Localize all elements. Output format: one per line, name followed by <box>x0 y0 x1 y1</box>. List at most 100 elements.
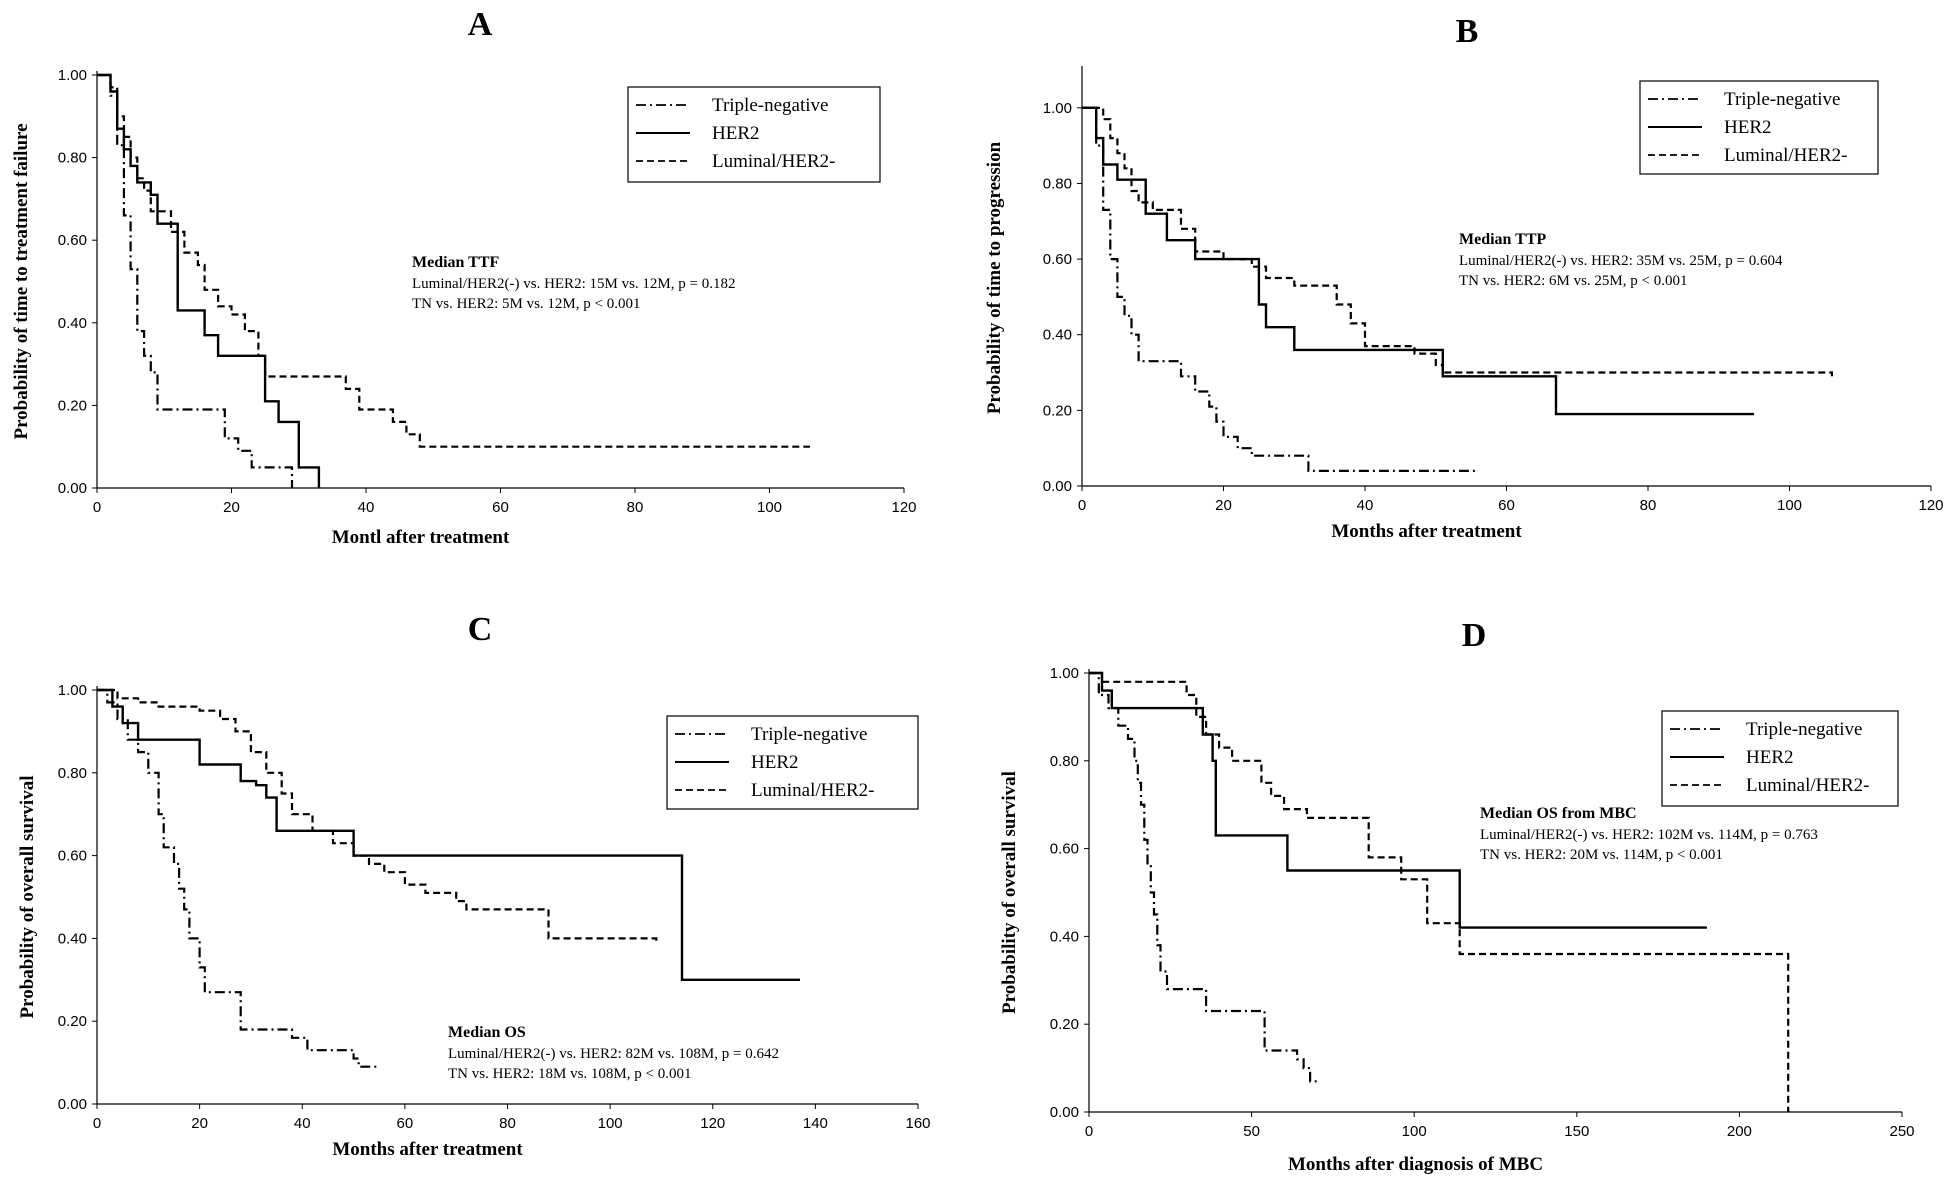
y-tick-label: 0.40 <box>1043 327 1072 344</box>
chart-panel-b: B 0.00 0.20 0.40 0.60 0.80 1.00 0 20 40 60 80 100 120… <box>984 13 1944 542</box>
legend-box <box>627 86 881 183</box>
panel-letter: C <box>468 611 493 648</box>
legend-entry: Luminal/HER2- <box>1746 775 1869 796</box>
legend-entry: HER2 <box>751 752 799 773</box>
x-tick-label: 0 <box>93 499 101 516</box>
series-line-luminal-her2 <box>1089 671 1790 1112</box>
y-tick-label: 1.00 <box>58 682 87 699</box>
series-line-luminal-her2 <box>97 688 658 943</box>
y-tick-label: 1.00 <box>1043 100 1072 117</box>
legend-entry: Luminal/HER2- <box>751 780 874 801</box>
legend-entry: Triple-negative <box>712 95 828 116</box>
y-tick-label: 0.60 <box>58 848 87 865</box>
x-tick-label: 60 <box>397 1115 414 1132</box>
annotation-line: Luminal/HER2(-) vs. HER2: 35M vs. 25M, p… <box>1459 253 1783 269</box>
chart-panel-d: D 0.00 0.20 0.40 0.60 0.80 1.00 0 50 100 150 200 250… <box>999 617 1915 1175</box>
legend-entry: HER2 <box>1746 747 1794 768</box>
y-tick-label: 0.20 <box>58 397 87 414</box>
annotation-line: TN vs. HER2: 18M vs. 108M, p < 0.001 <box>448 1066 691 1082</box>
series-line-triple-negative <box>97 688 380 1068</box>
series-line-luminal-her2 <box>1082 106 1833 377</box>
y-axis-title: Probability of overall survival <box>999 771 1020 1014</box>
annotation-line: TN vs. HER2: 6M vs. 25M, p < 0.001 <box>1459 273 1687 289</box>
panel-letter: D <box>1462 617 1487 654</box>
annotation-line: Luminal/HER2(-) vs. HER2: 82M vs. 108M, … <box>448 1046 779 1062</box>
x-tick-label: 80 <box>499 1115 516 1132</box>
y-tick-label: 0.00 <box>58 480 87 497</box>
x-tick-label: 120 <box>891 499 916 516</box>
x-tick-label: 100 <box>1402 1123 1427 1140</box>
y-tick-label: 0.80 <box>58 150 87 167</box>
x-axis-title: Montl after treatment <box>332 527 510 548</box>
legend-entry: Triple-negative <box>751 724 867 745</box>
x-tick-label: 0 <box>1085 1123 1093 1140</box>
x-tick-label: 140 <box>803 1115 828 1132</box>
annotation-line: TN vs. HER2: 5M vs. 12M, p < 0.001 <box>412 296 640 312</box>
x-tick-label: 60 <box>492 499 509 516</box>
x-tick-label: 60 <box>1498 497 1515 514</box>
y-tick-label: 0.20 <box>58 1013 87 1030</box>
y-tick-label: 0.60 <box>1050 841 1079 858</box>
x-axis-title: Months after treatment <box>1331 521 1522 542</box>
x-tick-label: 0 <box>1078 497 1086 514</box>
y-tick-label: 1.00 <box>1050 665 1079 682</box>
y-tick-label: 0.20 <box>1050 1016 1079 1033</box>
panel-letter: A <box>468 6 493 43</box>
x-tick-label: 50 <box>1243 1123 1260 1140</box>
legend-entry: Triple-negative <box>1746 719 1862 740</box>
x-tick-label: 150 <box>1564 1123 1589 1140</box>
y-tick-label: 0.00 <box>1043 478 1072 495</box>
x-tick-label: 20 <box>191 1115 208 1132</box>
chart-panel-a: A 0.00 0.20 0.40 0.60 0.80 1.00 0 20 40 60 80 100 120… <box>11 6 917 548</box>
x-tick-label: 120 <box>1918 497 1943 514</box>
x-tick-label: 80 <box>1640 497 1657 514</box>
annotation-title: Median TTP <box>1459 231 1547 248</box>
annotation-line: Luminal/HER2(-) vs. HER2: 102M vs. 114M,… <box>1480 827 1818 843</box>
x-tick-label: 120 <box>700 1115 725 1132</box>
x-tick-label: 100 <box>1777 497 1802 514</box>
y-tick-label: 1.00 <box>58 67 87 84</box>
series-line-triple-negative <box>1089 671 1317 1083</box>
x-tick-label: 20 <box>223 499 240 516</box>
y-tick-label: 0.80 <box>1050 753 1079 770</box>
y-tick-label: 0.60 <box>1043 251 1072 268</box>
y-tick-label: 0.80 <box>1043 175 1072 192</box>
y-axis-title: Probability of time to progression <box>984 141 1005 414</box>
x-tick-label: 100 <box>598 1115 623 1132</box>
panel-letter: B <box>1456 13 1479 50</box>
annotation-line: Luminal/HER2(-) vs. HER2: 15M vs. 12M, p… <box>412 276 735 292</box>
x-tick-label: 250 <box>1889 1123 1914 1140</box>
x-tick-label: 0 <box>93 1115 101 1132</box>
legend-entry: Triple-negative <box>1724 89 1840 110</box>
x-tick-label: 100 <box>757 499 782 516</box>
y-tick-label: 0.00 <box>58 1096 87 1113</box>
series-line-her2 <box>97 73 321 488</box>
y-tick-label: 0.40 <box>58 930 87 947</box>
y-tick-label: 0.40 <box>1050 928 1079 945</box>
x-tick-label: 200 <box>1727 1123 1752 1140</box>
series-line-her2 <box>1089 671 1707 929</box>
series-line-triple-negative <box>1082 106 1479 472</box>
y-tick-label: 0.40 <box>58 315 87 332</box>
x-axis-title: Months after treatment <box>332 1139 523 1160</box>
x-tick-label: 40 <box>294 1115 311 1132</box>
annotation-title: Median TTF <box>412 254 500 271</box>
chart-panel-c: C 0.00 0.20 0.40 0.60 0.80 1.00 0 20 40 60 80 100 120… <box>17 611 931 1160</box>
annotation-line: TN vs. HER2: 20M vs. 114M, p < 0.001 <box>1480 847 1723 863</box>
y-tick-label: 0.80 <box>58 765 87 782</box>
annotation-title: Median OS <box>448 1024 526 1041</box>
y-tick-label: 0.00 <box>1050 1104 1079 1121</box>
annotation-title: Median OS from MBC <box>1480 805 1637 822</box>
series-line-triple-negative <box>97 73 294 488</box>
x-tick-label: 40 <box>1357 497 1374 514</box>
x-tick-label: 40 <box>358 499 375 516</box>
y-tick-label: 0.60 <box>58 232 87 249</box>
y-axis-title: Probability of time to treatment failure <box>11 123 32 439</box>
series-line-luminal-her2 <box>97 73 810 448</box>
legend-box <box>1661 710 1899 807</box>
series-line-her2 <box>97 688 800 981</box>
y-tick-label: 0.20 <box>1043 402 1072 419</box>
x-tick-label: 20 <box>1215 497 1232 514</box>
x-tick-label: 80 <box>627 499 644 516</box>
